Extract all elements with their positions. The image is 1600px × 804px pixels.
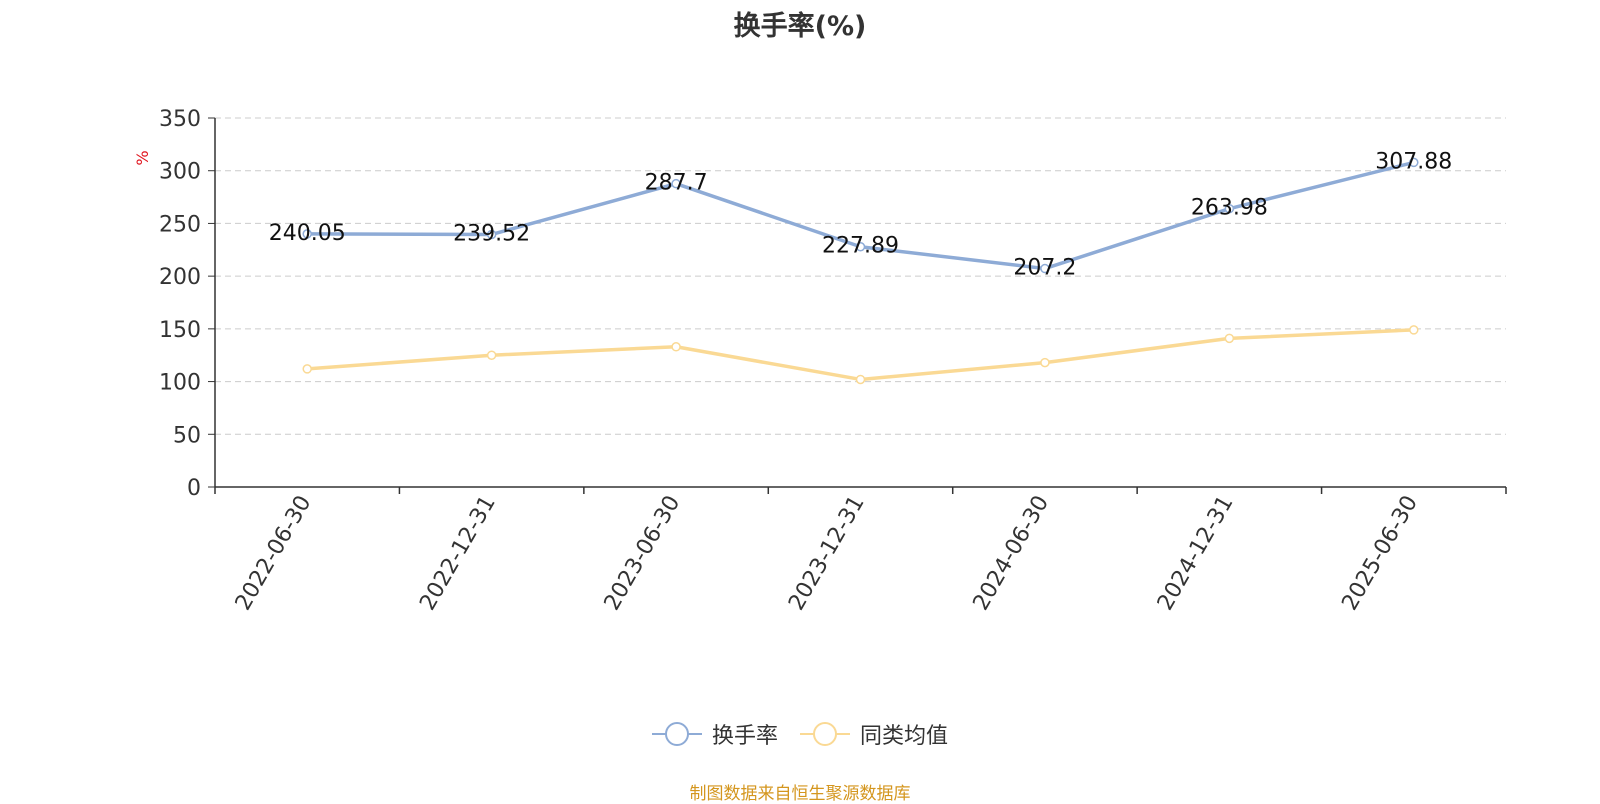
data-point xyxy=(1224,203,1235,214)
data-point xyxy=(1409,325,1419,335)
y-tick-label: 50 xyxy=(173,423,201,448)
data-label: 207.2 xyxy=(1013,256,1076,281)
data-point xyxy=(671,342,681,352)
data-label: 239.52 xyxy=(453,221,530,246)
data-point xyxy=(671,178,681,189)
data-point xyxy=(486,350,497,360)
data-label: 263.98 xyxy=(1191,196,1268,221)
legend-item-turnover[interactable]: 换手率 xyxy=(651,718,778,750)
data-point xyxy=(1224,333,1235,344)
data-point xyxy=(855,241,866,252)
data-label: 240.05 xyxy=(269,221,346,246)
y-tick-label: 100 xyxy=(159,371,201,396)
y-tick-label: 350 xyxy=(159,107,201,132)
x-tick-label: 2025-06-30 xyxy=(1337,492,1423,615)
data-point xyxy=(486,229,497,240)
y-tick-label: 150 xyxy=(159,318,201,343)
y-tick-label: 0 xyxy=(187,476,201,501)
series-line-1 xyxy=(307,328,1414,382)
data-label: 227.89 xyxy=(822,234,899,259)
axes: 0 50 100 150 200 250 300 350% 2022-06-30 2022-12-… xyxy=(133,107,1507,615)
series-lines xyxy=(302,157,1419,385)
data-point xyxy=(1040,357,1050,368)
legend-swatch-turnover xyxy=(651,721,702,747)
legend: 换手率 同类均值 xyxy=(0,718,1600,750)
y-tick-label: 300 xyxy=(159,160,201,185)
y-tick-label: 250 xyxy=(159,212,201,237)
x-tick-label: 2023-12-31 xyxy=(784,492,870,615)
y-tick-label: 200 xyxy=(159,265,201,290)
data-labels: 240.05 239.52 287.7 227.89 207.2 263.98 307.88 xyxy=(269,149,1453,280)
source-note: 制图数据来自恒生聚源数据库 xyxy=(689,784,911,804)
data-point xyxy=(302,229,312,239)
grid-lines xyxy=(215,117,1506,435)
data-point xyxy=(1409,157,1419,168)
y-axis-label: % xyxy=(133,150,152,165)
chart-title: 换手率(%) xyxy=(733,11,867,42)
legend-swatch-peer-average xyxy=(800,721,850,747)
data-label: 307.88 xyxy=(1375,149,1452,174)
legend-label-peer-average: 同类均值 xyxy=(860,724,949,749)
data-point xyxy=(855,374,866,385)
legend-item-peer-average[interactable]: 同类均值 xyxy=(800,718,948,750)
x-tick-label: 2024-12-31 xyxy=(1153,492,1239,615)
data-point xyxy=(1040,263,1050,274)
x-tick-label: 2022-12-31 xyxy=(415,492,501,615)
x-tick-label: 2022-06-30 xyxy=(231,492,317,615)
legend-label-turnover: 换手率 xyxy=(711,724,778,749)
x-tick-label: 2023-06-30 xyxy=(600,492,686,615)
data-label: 287.7 xyxy=(645,171,708,196)
data-point xyxy=(302,364,312,374)
x-tick-label: 2024-06-30 xyxy=(969,492,1055,615)
